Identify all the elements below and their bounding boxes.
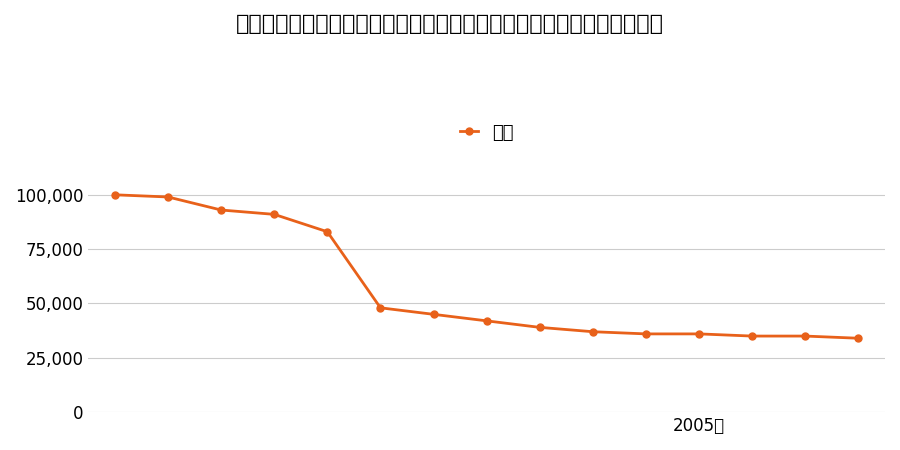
価格 [322,229,333,234]
Line: 価格: 価格 [112,191,862,342]
Legend: 価格: 価格 [453,116,521,149]
価格 [588,329,598,334]
価格 [216,207,227,213]
価格 [375,305,386,310]
価格 [163,194,174,200]
価格 [800,333,811,339]
Text: 岐阜県不破郡関ケ原町大字関ヶ原字宝有地５７９番３外１筆の地価推移: 岐阜県不破郡関ケ原町大字関ヶ原字宝有地５７９番３外１筆の地価推移 [236,14,664,33]
価格 [694,331,705,337]
価格 [428,312,439,317]
価格 [110,192,121,198]
価格 [269,212,280,217]
価格 [535,325,545,330]
価格 [482,318,492,324]
価格 [853,336,864,341]
価格 [747,333,758,339]
価格 [641,331,652,337]
